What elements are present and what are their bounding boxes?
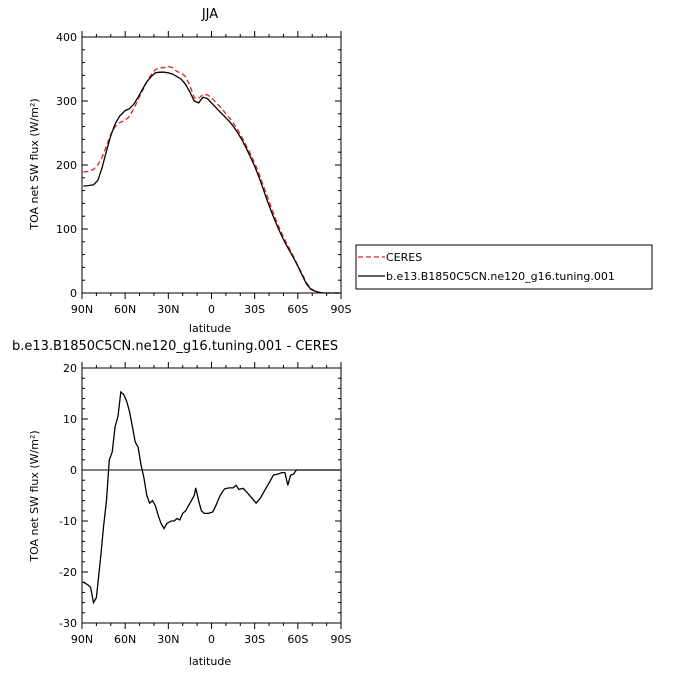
y-tick-label: 300 [56, 95, 77, 108]
x-tick-label: 60S [287, 633, 308, 646]
x-tick-label: 90S [331, 303, 352, 316]
x-tick-label: 60N [114, 303, 136, 316]
top-series-group [83, 65, 340, 294]
y-tick-label: -30 [59, 617, 77, 630]
x-tick-label: 30N [157, 303, 179, 316]
y-tick-label: 10 [63, 413, 77, 426]
y-tick-label: 0 [70, 464, 77, 477]
y-tick-label: 100 [56, 223, 77, 236]
x-tick-label: 90N [71, 633, 93, 646]
top-x-ticks: 90N 60N 30N 0 30S 60S 90S [71, 31, 352, 316]
bottom-plot-frame [81, 367, 342, 624]
y-tick-label: 200 [56, 159, 77, 172]
x-tick-label: 30S [244, 633, 265, 646]
bottom-x-ticks: 90N 60N 30N 0 30S 60S 90S [71, 362, 352, 646]
x-tick-label: 0 [208, 633, 215, 646]
x-tick-label: 30N [157, 633, 179, 646]
y-tick-label: -10 [59, 515, 77, 528]
top-chart-title: JJA [201, 7, 218, 22]
top-panel: JJA 0 100 200 300 400 90N 60N 30N 0 30S 60S 90S la… [28, 7, 352, 335]
y-tick-label: 20 [63, 362, 77, 375]
legend: CERES b.e13.B1850C5CN.ne120_g16.tuning.0… [355, 244, 653, 290]
x-tick-label: 0 [208, 303, 215, 316]
bottom-chart-title: b.e13.B1850C5CN.ne120_g16.tuning.001 - C… [12, 339, 338, 354]
y-tick-label: 0 [70, 287, 77, 300]
legend-label-ceres: CERES [386, 251, 422, 264]
top-plot-frame [81, 36, 342, 294]
x-tick-label: 60N [114, 633, 136, 646]
bottom-x-axis-label: latitude [189, 655, 231, 668]
top-series-model-line [83, 71, 340, 294]
bottom-difference-line [83, 390, 340, 605]
x-tick-label: 30S [244, 303, 265, 316]
y-tick-label: -20 [59, 566, 77, 579]
bottom-y-ticks: -30 -20 -10 0 10 20 [59, 362, 341, 630]
top-x-axis-label: latitude [189, 322, 231, 335]
bottom-series-group [83, 390, 340, 605]
x-tick-label: 60S [287, 303, 308, 316]
top-y-axis-label: TOA net SW flux (W/m²) [28, 98, 41, 230]
bottom-y-axis-label: TOA net SW flux (W/m²) [28, 430, 41, 562]
legend-box [355, 244, 653, 290]
x-tick-label: 90S [331, 633, 352, 646]
top-y-ticks: 0 100 200 300 400 [56, 31, 341, 300]
y-tick-label: 400 [56, 31, 77, 44]
bottom-panel: b.e13.B1850C5CN.ne120_g16.tuning.001 - C… [12, 339, 352, 668]
x-tick-label: 90N [71, 303, 93, 316]
top-series-ceres-line [83, 65, 340, 294]
legend-label-model: b.e13.B1850C5CN.ne120_g16.tuning.001 [386, 270, 615, 283]
